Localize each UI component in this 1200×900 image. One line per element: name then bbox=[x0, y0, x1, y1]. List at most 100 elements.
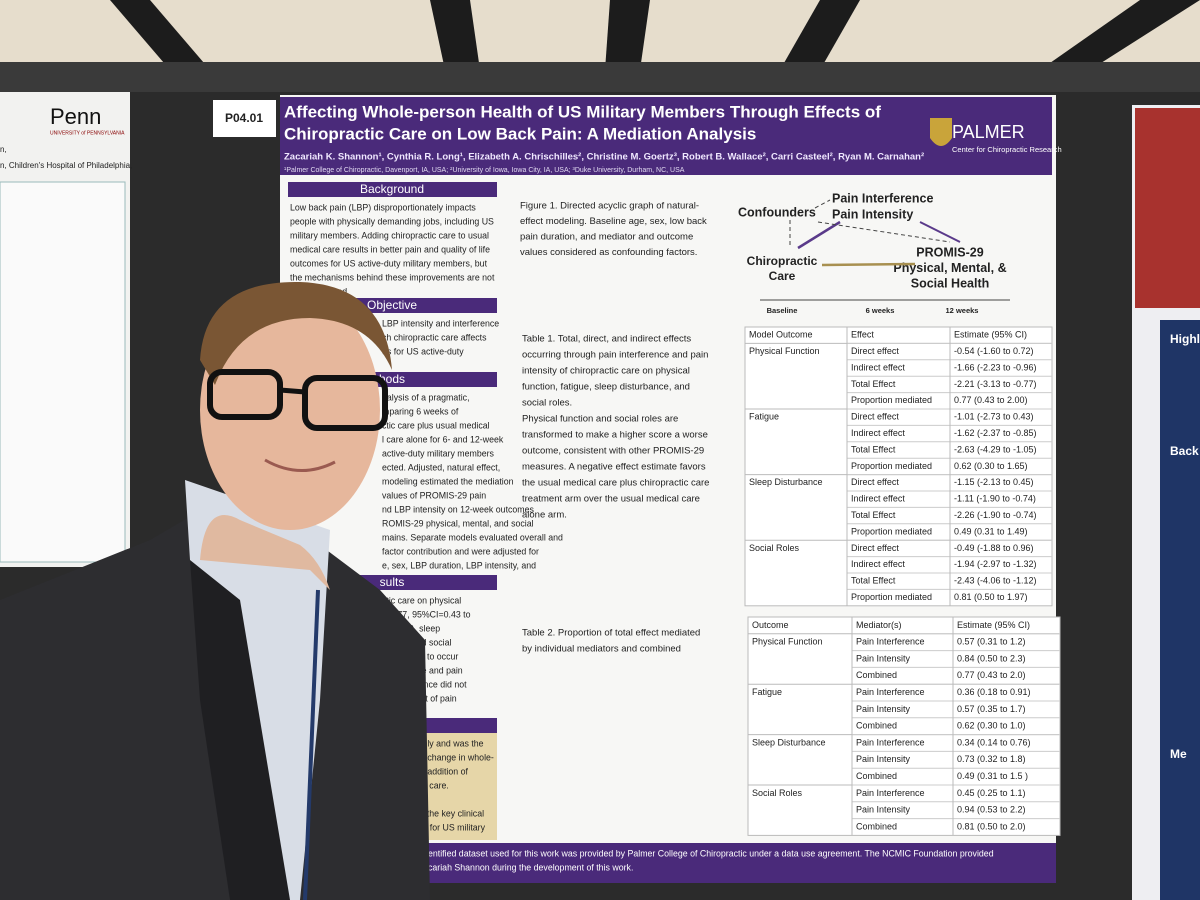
poster-footer bbox=[400, 843, 1056, 883]
glasses-bridge bbox=[279, 387, 306, 395]
table-cell: Direct effect bbox=[851, 412, 899, 422]
table-outcome: Physical Function bbox=[749, 346, 820, 356]
table-outcome: Sleep Disturbance bbox=[752, 737, 826, 747]
table-outcome: Fatigue bbox=[749, 412, 779, 422]
section-line: s the key clinical bbox=[420, 808, 484, 818]
lapel bbox=[190, 560, 290, 900]
section-line: e, sex, LBP duration, LBP intensity, and bbox=[382, 560, 536, 570]
figure-caption: pain duration, and mediator and outcome bbox=[520, 232, 693, 243]
section-heading: Objective bbox=[367, 298, 417, 312]
table-cell: 0.81 (0.50 to 1.97) bbox=[954, 592, 1028, 602]
table-cell: 0.77 (0.43 to 2.00) bbox=[954, 395, 1028, 405]
table-cell: 0.45 (0.25 to 1.1) bbox=[957, 788, 1026, 798]
table-header: Outcome bbox=[752, 620, 789, 630]
lanyard bbox=[303, 589, 320, 900]
authors: Zacariah K. Shannon¹, Cynthia R. Long¹, … bbox=[284, 152, 924, 163]
figure-caption: Figure 1. Directed acyclic graph of natu… bbox=[520, 201, 699, 212]
arrow bbox=[919, 221, 961, 243]
table-cell: 0.94 (0.53 to 2.2) bbox=[957, 805, 1026, 815]
table-cell: 0.36 (0.18 to 0.91) bbox=[957, 687, 1031, 697]
node: Physical, Mental, & bbox=[893, 261, 1006, 275]
mouth bbox=[264, 458, 336, 472]
section-line: e change in whole- bbox=[420, 752, 494, 762]
table-cell: Total Effect bbox=[851, 379, 896, 389]
node: Chiropractic bbox=[747, 254, 818, 268]
table-cell: Combined bbox=[856, 670, 897, 680]
affiliations: ¹Palmer College of Chiropractic, Davenpo… bbox=[284, 167, 685, 174]
section-line: th for US military bbox=[420, 822, 486, 832]
figure-caption: values considered as confounding factors… bbox=[520, 247, 697, 258]
section-line: ch chiropractic care affects bbox=[382, 332, 487, 342]
table-cell: 0.62 (0.30 to 1.0) bbox=[957, 721, 1026, 731]
section-line: factor contribution and were adjusted fo… bbox=[382, 546, 539, 556]
title: Chiropractic Care on Low Back Pain: A Me… bbox=[284, 124, 756, 143]
table-caption: transformed to make a higher score a wor… bbox=[522, 430, 708, 441]
table-header: Estimate (95% CI) bbox=[954, 330, 1027, 340]
section-line: mparing 6 weeks of bbox=[382, 406, 459, 416]
section-line: the mechanisms behind these improvements… bbox=[290, 272, 495, 282]
right-poster-band bbox=[1160, 320, 1200, 900]
section-line: al care. bbox=[420, 780, 449, 790]
table-header: Model Outcome bbox=[749, 330, 813, 340]
table-header: Estimate (95% CI) bbox=[957, 620, 1030, 630]
title: Affecting Whole-person Health of US Mili… bbox=[284, 102, 881, 121]
section-line: active-duty military members bbox=[382, 448, 495, 458]
table-cell: 0.81 (0.50 to 2.0) bbox=[957, 821, 1026, 831]
table-header: Effect bbox=[851, 330, 874, 340]
section-line: values of PROMIS-29 pain bbox=[382, 490, 486, 500]
person bbox=[0, 281, 430, 900]
table-cell: Combined bbox=[856, 721, 897, 731]
arrow bbox=[817, 221, 951, 243]
section-line: ROMIS-29 physical, mental, and social bbox=[382, 518, 534, 528]
right-poster-banner bbox=[1135, 108, 1200, 308]
table-cell: Pain Interference bbox=[856, 788, 925, 798]
table-cell: Indirect effect bbox=[851, 559, 905, 569]
section-bar bbox=[288, 182, 497, 197]
section-line: ected. Adjusted, natural effect, bbox=[382, 462, 500, 472]
table-caption: by individual mediators and combined bbox=[522, 644, 681, 655]
left-line: n, Children's Hospital of Philadelphia, bbox=[0, 161, 132, 170]
section-line: es for US active-duty bbox=[382, 346, 464, 356]
table-cell: Indirect effect bbox=[851, 494, 905, 504]
section-heading: sults bbox=[380, 575, 405, 589]
section-line: outcomes for US active-duty military mem… bbox=[290, 258, 488, 268]
table-cell: Indirect effect bbox=[851, 362, 905, 372]
arrow bbox=[814, 199, 831, 209]
table-cell: Proportion mediated bbox=[851, 592, 932, 602]
table-caption: intensity of chiropractic care on physic… bbox=[522, 366, 690, 377]
crest bbox=[930, 118, 952, 146]
org-sub: Center for Chiropractic Research bbox=[952, 145, 1062, 154]
timeline-label: Baseline bbox=[767, 306, 798, 315]
table-cell: 0.73 (0.32 to 1.8) bbox=[957, 754, 1026, 764]
table-cell: -0.49 (-1.88 to 0.96) bbox=[954, 543, 1034, 553]
beam bbox=[1040, 0, 1200, 70]
table-cell: 0.84 (0.50 to 2.3) bbox=[957, 653, 1026, 663]
table-cell: -2.63 (-4.29 to -1.05) bbox=[954, 444, 1037, 454]
section-line: modeling estimated the mediation bbox=[382, 476, 514, 486]
footer-line: cariah Shannon during the development of… bbox=[428, 862, 633, 872]
table-cell: Direct effect bbox=[851, 477, 899, 487]
glasses-right bbox=[302, 375, 388, 431]
table-outcome: Social Roles bbox=[752, 788, 803, 798]
table-cell: -1.01 (-2.73 to 0.43) bbox=[954, 412, 1034, 422]
section-line: military members. Adding chiropractic ca… bbox=[290, 230, 489, 240]
table-cell: Pain Interference bbox=[856, 637, 925, 647]
right-heading: Me bbox=[1170, 747, 1187, 761]
timeline-label: 12 weeks bbox=[946, 306, 979, 315]
table-outcome: Social Roles bbox=[749, 543, 800, 553]
section-line: ctic care plus usual medical bbox=[382, 420, 490, 430]
table bbox=[747, 616, 1061, 836]
table-caption: outcome, consistent with other PROMIS-29 bbox=[522, 446, 704, 457]
neck bbox=[200, 515, 330, 590]
logo: Penn bbox=[50, 104, 101, 129]
section-line: nd LBP intensity on 12-week outcomes bbox=[382, 504, 535, 514]
table-cell: 0.77 (0.43 to 2.0) bbox=[957, 670, 1026, 680]
beam bbox=[605, 0, 650, 70]
table-cell: Combined bbox=[856, 771, 897, 781]
left-line: n, bbox=[0, 145, 7, 154]
table-cell: -1.15 (-2.13 to 0.45) bbox=[954, 477, 1034, 487]
poster-header bbox=[280, 97, 1052, 175]
table-cell: Indirect effect bbox=[851, 428, 905, 438]
org: PALMER bbox=[952, 122, 1025, 142]
